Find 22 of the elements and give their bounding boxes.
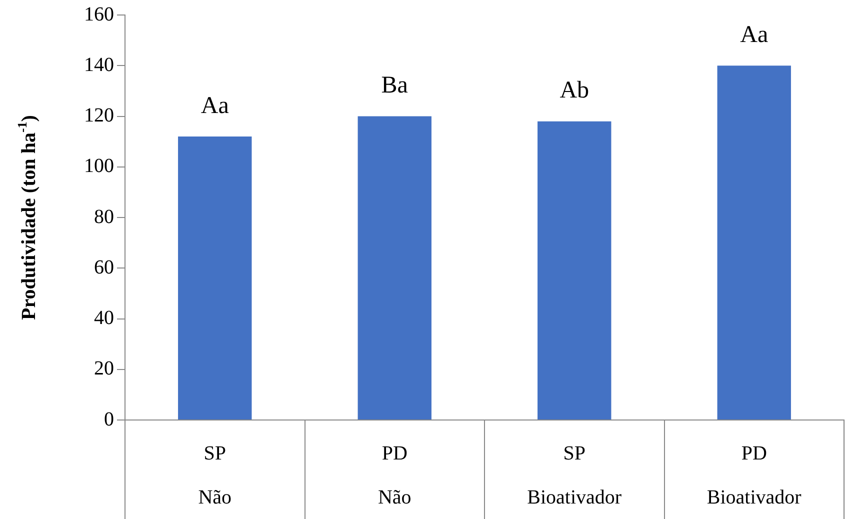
y-tick-label: 20 xyxy=(94,358,114,380)
y-tick-label: 0 xyxy=(104,408,114,430)
x-tick-label: SP Bioativador xyxy=(527,442,622,508)
data-label: Aa xyxy=(200,92,230,119)
y-tick-label: 80 xyxy=(94,206,114,228)
y-tick-label: 120 xyxy=(84,104,114,126)
x-tick-label: PD Não xyxy=(378,442,412,508)
bar xyxy=(717,66,791,420)
data-label: Ab xyxy=(560,78,590,104)
y-tick-label: 140 xyxy=(84,54,114,76)
bar xyxy=(178,136,252,420)
y-tick-label: 60 xyxy=(94,256,114,278)
y-tick-label: 160 xyxy=(84,3,114,26)
bar xyxy=(538,121,612,420)
bar xyxy=(358,116,432,420)
data-label: Aa xyxy=(740,22,768,48)
y-tick-label: 100 xyxy=(84,155,114,178)
data-label: Ba xyxy=(381,72,408,99)
x-tick-label: PD Bioativador xyxy=(706,442,802,508)
y-tick-label: 40 xyxy=(94,307,114,329)
x-tick-label: SP Não xyxy=(198,442,232,508)
y-axis-title: Produtividade (ton ha-1) xyxy=(14,115,40,320)
